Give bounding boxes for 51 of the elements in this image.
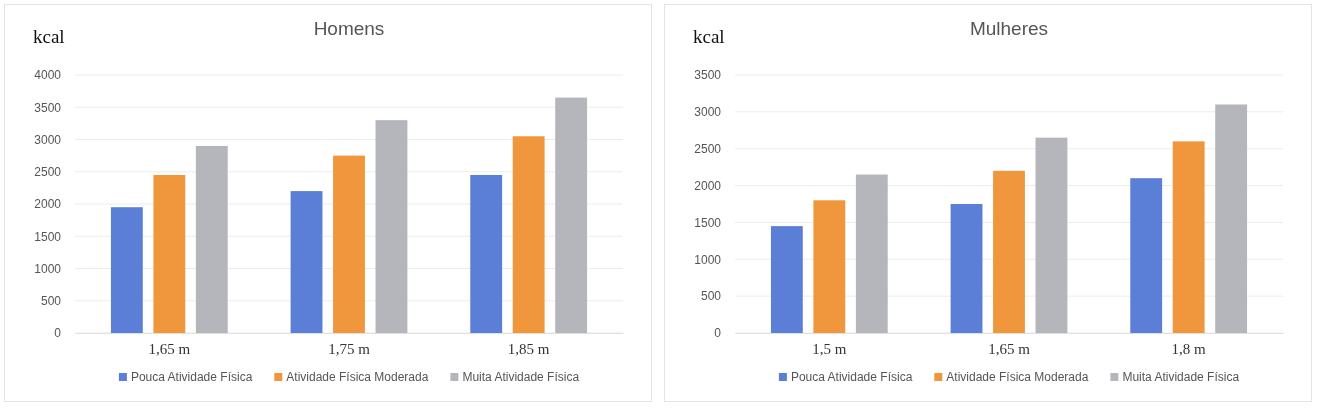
y-tick-label: 0: [54, 326, 62, 341]
y-tick-label: 3000: [694, 105, 722, 120]
y-tick-label: 500: [40, 294, 62, 309]
bar: [470, 174, 503, 333]
x-tick-label: 1,75 m: [328, 340, 371, 357]
y-tick-label: 2500: [34, 165, 62, 180]
x-tick-label: 1,5 m: [812, 340, 847, 357]
bar: [1215, 104, 1248, 333]
x-tick-label: 1,8 m: [1171, 340, 1207, 357]
x-tick-label: 1,85 m: [507, 340, 550, 357]
y-tick-label: 4000: [34, 68, 62, 83]
chart-title: Homens: [313, 18, 385, 39]
y-tick-label: 3000: [34, 132, 62, 147]
bar: [153, 174, 186, 333]
legend-label: Atividade Física Moderada: [946, 370, 1089, 384]
bar: [813, 200, 846, 333]
y-tick-label: 2000: [694, 178, 722, 193]
y-tick-label: 1500: [34, 229, 62, 244]
y-tick-label: 1500: [694, 215, 722, 230]
y-tick-label: 3500: [34, 100, 62, 115]
y-tick-label: 2500: [694, 142, 722, 157]
y-tick-label: 3500: [694, 68, 722, 83]
y-tick-label: 1000: [694, 252, 722, 267]
bar: [375, 120, 408, 333]
y-tick-label: 500: [700, 289, 722, 304]
x-tick-label: 1,65 m: [148, 340, 191, 357]
y-axis-title: kcal: [33, 26, 65, 47]
legend-label: Pouca Atividade Física: [790, 370, 913, 384]
bar: [290, 191, 323, 333]
x-tick-label: 1,65 m: [988, 340, 1031, 357]
bar: [110, 207, 143, 333]
bar: [195, 145, 228, 333]
legend-label: Muita Atividade Física: [462, 370, 580, 384]
bar: [512, 136, 545, 333]
bar: [993, 170, 1025, 333]
bar: [1172, 141, 1205, 333]
bar: [1035, 137, 1068, 333]
bar: [333, 155, 365, 333]
chart-title: Mulheres: [969, 18, 1049, 39]
bar: [770, 226, 803, 333]
bar: [555, 97, 588, 333]
y-tick-label: 0: [714, 326, 722, 341]
legend-label: Muita Atividade Física: [1122, 370, 1240, 384]
y-tick-label: 1000: [34, 261, 62, 276]
bar: [1130, 178, 1163, 333]
y-axis-title: kcal: [693, 26, 725, 47]
legend-label: Atividade Física Moderada: [286, 370, 429, 384]
bar: [855, 174, 888, 333]
bar: [950, 204, 983, 333]
y-tick-label: 2000: [34, 197, 62, 212]
legend-label: Pouca Atividade Física: [130, 370, 253, 384]
